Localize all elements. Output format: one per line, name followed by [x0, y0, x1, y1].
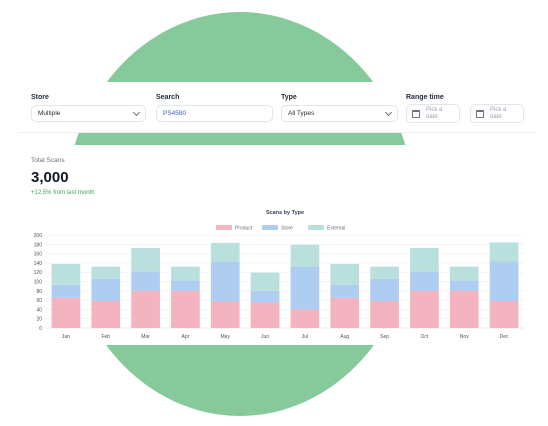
search-input[interactable]: PS4580 — [156, 105, 273, 122]
bar-segment-store — [410, 271, 439, 291]
x-tick-label: Nov — [460, 334, 469, 340]
y-tick-label: 200 — [34, 233, 43, 239]
bar-segment-product — [250, 302, 280, 328]
type-value: All Types — [288, 110, 315, 117]
type-select[interactable]: All Types — [281, 105, 398, 122]
bar-segment-product — [449, 290, 479, 328]
y-tick-label: 180 — [34, 242, 43, 248]
search-filter: Search PS4580 — [156, 94, 273, 122]
type-label: Type — [281, 94, 297, 101]
search-label: Search — [156, 94, 180, 101]
bar-segment-product — [131, 290, 160, 328]
bar-segment-store — [449, 280, 479, 291]
end-date-picker[interactable]: Pick a date — [470, 104, 524, 123]
search-value: PS4580 — [163, 110, 187, 117]
scans-card: Total Scans 3,000 +12.5% from last month… — [18, 145, 536, 345]
bar-segment-external — [171, 266, 200, 281]
bar-segment-external — [131, 248, 160, 272]
bar-segment-store — [330, 284, 360, 298]
bar-segment-store — [131, 271, 160, 291]
bar-segment-external — [449, 266, 479, 281]
x-tick-label: Jan — [62, 334, 70, 340]
bar-segment-product — [370, 301, 399, 328]
bar-segment-external — [290, 244, 320, 267]
chevron-down-icon — [132, 108, 141, 116]
range-label: Range time — [406, 94, 444, 101]
legend-swatch — [216, 225, 232, 230]
bar-segment-product — [51, 297, 81, 328]
bar-segment-product — [210, 301, 240, 328]
y-tick-label: 20 — [36, 317, 42, 323]
bar-segment-store — [91, 278, 121, 302]
bar-segment-store — [370, 278, 399, 302]
bar-segment-product — [330, 297, 360, 328]
y-tick-label: 120 — [34, 270, 43, 276]
total-scans-value: 3,000 — [31, 169, 69, 186]
start-date-picker[interactable]: Pick a date — [406, 104, 460, 123]
total-scans-label: Total Scans — [31, 157, 65, 164]
calendar-icon — [476, 109, 484, 118]
x-tick-label: Feb — [101, 334, 110, 340]
y-tick-label: 60 — [36, 298, 42, 304]
bar-segment-store — [489, 261, 519, 302]
chevron-down-icon — [384, 108, 393, 116]
x-tick-label: Jun — [261, 334, 269, 340]
bar-segment-product — [290, 309, 320, 328]
store-value: Multiple — [38, 110, 61, 117]
legend-label: Store — [281, 226, 293, 232]
start-date-placeholder: Pick a date — [426, 106, 443, 120]
chart-title: Scans by Type — [266, 210, 304, 216]
type-filter: Type All Types — [281, 94, 398, 122]
bar-segment-external — [410, 248, 439, 272]
x-tick-label: Sep — [380, 334, 389, 340]
bar-segment-external — [489, 242, 519, 262]
bar-segment-store — [290, 266, 320, 310]
legend-swatch — [308, 225, 324, 230]
bar-segment-product — [410, 290, 439, 328]
y-tick-label: 160 — [34, 252, 43, 258]
bar-segment-external — [51, 263, 81, 285]
bar-segment-store — [210, 261, 240, 302]
store-select[interactable]: Multiple — [31, 105, 146, 122]
bar-segment-product — [171, 290, 200, 328]
bar-segment-external — [250, 272, 280, 291]
bar-segment-external — [330, 263, 360, 285]
x-tick-label: May — [221, 334, 231, 340]
y-tick-label: 80 — [36, 289, 42, 295]
y-tick-label: 100 — [34, 280, 43, 286]
calendar-icon — [412, 109, 420, 118]
legend-label: External — [327, 226, 345, 232]
y-tick-label: 40 — [36, 307, 42, 313]
bar-segment-external — [91, 266, 121, 279]
end-date-placeholder: Pick a date — [490, 106, 507, 120]
bar-segment-store — [250, 290, 280, 303]
bar-segment-store — [51, 284, 81, 298]
bar-segment-store — [171, 280, 200, 291]
bar-segment-product — [489, 301, 519, 328]
bar-segment-external — [210, 242, 240, 262]
filter-bar: Store Multiple Search PS4580 Type All Ty… — [18, 82, 536, 133]
total-scans-change: +12.5% from last month — [31, 190, 95, 196]
x-tick-label: Oct — [421, 334, 429, 340]
store-label: Store — [31, 94, 49, 101]
x-tick-label: Apr — [182, 334, 190, 340]
x-tick-label: Dec — [500, 334, 509, 340]
legend-label: Product — [235, 226, 253, 232]
x-tick-label: Aug — [340, 334, 349, 340]
legend-swatch — [262, 225, 278, 230]
y-tick-label: 140 — [34, 261, 43, 267]
range-filter: Range time — [406, 94, 536, 105]
y-tick-label: 0 — [39, 326, 42, 332]
bar-segment-external — [370, 266, 399, 279]
x-tick-label: Jul — [302, 334, 308, 340]
x-tick-label: Mar — [141, 334, 150, 340]
bar-segment-product — [91, 301, 121, 328]
store-filter: Store Multiple — [31, 94, 146, 122]
scans-by-type-chart: Scans by Type Product Store External 0 20 40 60… — [34, 210, 524, 340]
